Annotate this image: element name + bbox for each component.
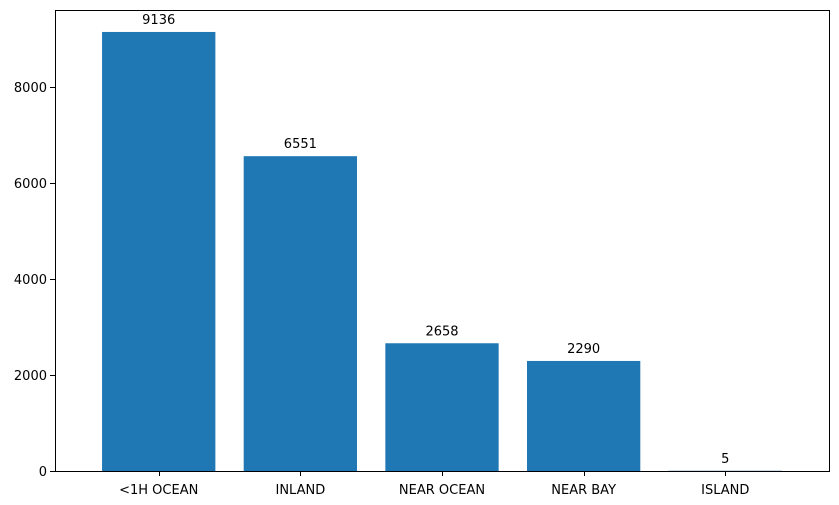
y-axis: 0 2000 4000 6000 8000 xyxy=(14,81,55,480)
bar-value-labels: 9136 6551 2658 2290 5 xyxy=(142,13,729,467)
bars xyxy=(102,31,782,471)
bar-value-label: 9136 xyxy=(142,13,175,28)
bar xyxy=(102,31,216,471)
bar-value-label: 5 xyxy=(721,452,729,467)
y-tick-label: 6000 xyxy=(14,177,47,192)
bar xyxy=(385,343,499,471)
x-tick-label: <1H OCEAN xyxy=(119,483,198,498)
y-tick-label: 0 xyxy=(39,465,47,480)
plot-frame xyxy=(55,10,830,472)
x-tick-label: NEAR OCEAN xyxy=(399,483,485,498)
bar xyxy=(526,360,641,471)
y-tick-label: 8000 xyxy=(14,81,47,96)
x-tick-label: ISLAND xyxy=(701,483,749,498)
y-tick-label: 2000 xyxy=(14,369,47,384)
x-tick-label: INLAND xyxy=(275,483,325,498)
bar xyxy=(243,156,358,471)
bar-value-label: 2658 xyxy=(425,324,458,339)
y-tick-label: 4000 xyxy=(14,273,47,288)
bar-value-label: 6551 xyxy=(284,137,317,152)
bar-value-label: 2290 xyxy=(567,342,600,357)
x-tick-label: NEAR BAY xyxy=(551,483,616,498)
x-axis: <1H OCEAN INLAND NEAR OCEAN NEAR BAY ISLAND xyxy=(119,471,749,498)
